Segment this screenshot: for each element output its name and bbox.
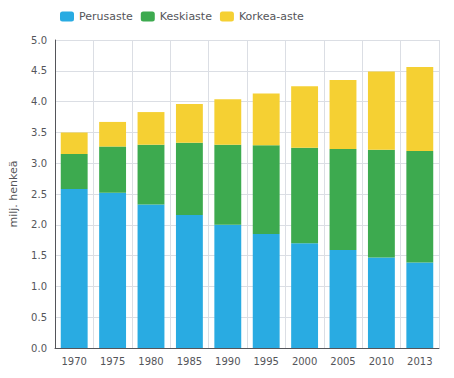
- svg-text:1975: 1975: [100, 356, 125, 367]
- svg-text:Perusaste: Perusaste: [79, 10, 133, 23]
- svg-text:1985: 1985: [177, 356, 202, 367]
- svg-text:1.0: 1.0: [31, 281, 47, 292]
- svg-text:2013: 2013: [407, 356, 432, 367]
- svg-text:2.0: 2.0: [31, 219, 47, 230]
- svg-text:2005: 2005: [330, 356, 355, 367]
- svg-text:2.5: 2.5: [31, 189, 47, 200]
- svg-text:1.5: 1.5: [31, 250, 47, 261]
- svg-text:5.0: 5.0: [31, 35, 47, 46]
- svg-text:1990: 1990: [215, 356, 240, 367]
- svg-text:Keskiaste: Keskiaste: [160, 10, 212, 23]
- svg-text:Korkea-aste: Korkea-aste: [239, 10, 304, 23]
- svg-text:4.5: 4.5: [31, 65, 47, 76]
- svg-text:1980: 1980: [138, 356, 163, 367]
- svg-text:0.0: 0.0: [31, 343, 47, 354]
- svg-text:3.0: 3.0: [31, 158, 47, 169]
- svg-text:2010: 2010: [369, 356, 394, 367]
- svg-text:2000: 2000: [292, 356, 317, 367]
- svg-text:0.5: 0.5: [31, 312, 47, 323]
- svg-text:1970: 1970: [61, 356, 86, 367]
- svg-text:3.5: 3.5: [31, 127, 47, 138]
- svg-text:milj. henkeä: milj. henkeä: [7, 160, 20, 227]
- svg-text:1995: 1995: [253, 356, 278, 367]
- svg-text:4.0: 4.0: [31, 96, 47, 107]
